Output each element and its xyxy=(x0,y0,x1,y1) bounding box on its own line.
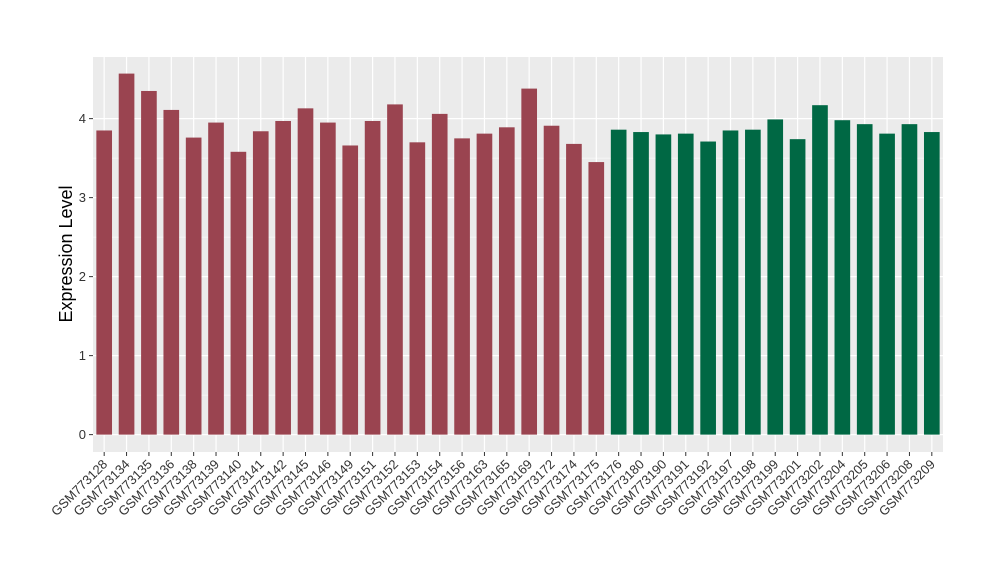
y-tick-label: 1 xyxy=(79,348,86,363)
bar-GSM773198 xyxy=(745,129,761,435)
bars xyxy=(96,73,940,435)
y-axis: 0 1 2 3 4 xyxy=(79,111,93,442)
bar-GSM773139 xyxy=(208,122,224,435)
bar-GSM773205 xyxy=(856,124,873,435)
bar-GSM773154 xyxy=(431,113,448,435)
bar-GSM773136 xyxy=(163,109,180,435)
bar-GSM773151 xyxy=(364,120,381,435)
bar-GSM773163 xyxy=(476,133,493,435)
bar-GSM773146 xyxy=(320,122,336,435)
bar-GSM773209 xyxy=(923,132,940,435)
bar-GSM773201 xyxy=(789,139,806,435)
bar-GSM773175 xyxy=(588,162,605,435)
bar-GSM773169 xyxy=(521,88,538,435)
y-tick-label: 0 xyxy=(79,427,86,442)
bar-GSM773128 xyxy=(96,130,113,435)
bar-GSM773206 xyxy=(879,133,895,435)
bar-GSM773142 xyxy=(275,120,291,435)
bar-GSM773202 xyxy=(812,105,828,435)
bar-GSM773135 xyxy=(141,90,157,435)
bar-GSM773145 xyxy=(297,108,314,435)
bar-GSM773165 xyxy=(498,127,515,435)
bar-GSM773134 xyxy=(118,73,135,435)
y-tick-label: 2 xyxy=(79,269,86,284)
bar-GSM773156 xyxy=(454,138,470,435)
bar-GSM773199 xyxy=(767,119,784,435)
bar-GSM773197 xyxy=(722,130,739,435)
y-tick-label: 4 xyxy=(79,111,86,126)
bar-GSM773152 xyxy=(387,104,403,435)
bar-GSM773176 xyxy=(610,129,627,435)
bar-GSM773140 xyxy=(230,151,247,435)
y-tick-label: 3 xyxy=(79,190,86,205)
bar-GSM773138 xyxy=(185,137,202,435)
bar-GSM773191 xyxy=(677,133,694,435)
x-axis: GSM773128GSM773134GSM773135GSM773136GSM7… xyxy=(48,452,938,519)
bar-GSM773180 xyxy=(633,132,649,435)
bar-GSM773208 xyxy=(901,124,918,435)
bar-GSM773190 xyxy=(655,134,672,435)
bar-GSM773149 xyxy=(342,145,359,435)
bar-GSM773174 xyxy=(566,143,582,435)
bar-GSM773192 xyxy=(700,141,716,435)
y-axis-title: Expression Level xyxy=(56,185,76,322)
bar-GSM773204 xyxy=(834,120,851,435)
bar-GSM773141 xyxy=(252,131,269,435)
bar-GSM773153 xyxy=(409,142,426,435)
bar-GSM773172 xyxy=(543,125,560,435)
